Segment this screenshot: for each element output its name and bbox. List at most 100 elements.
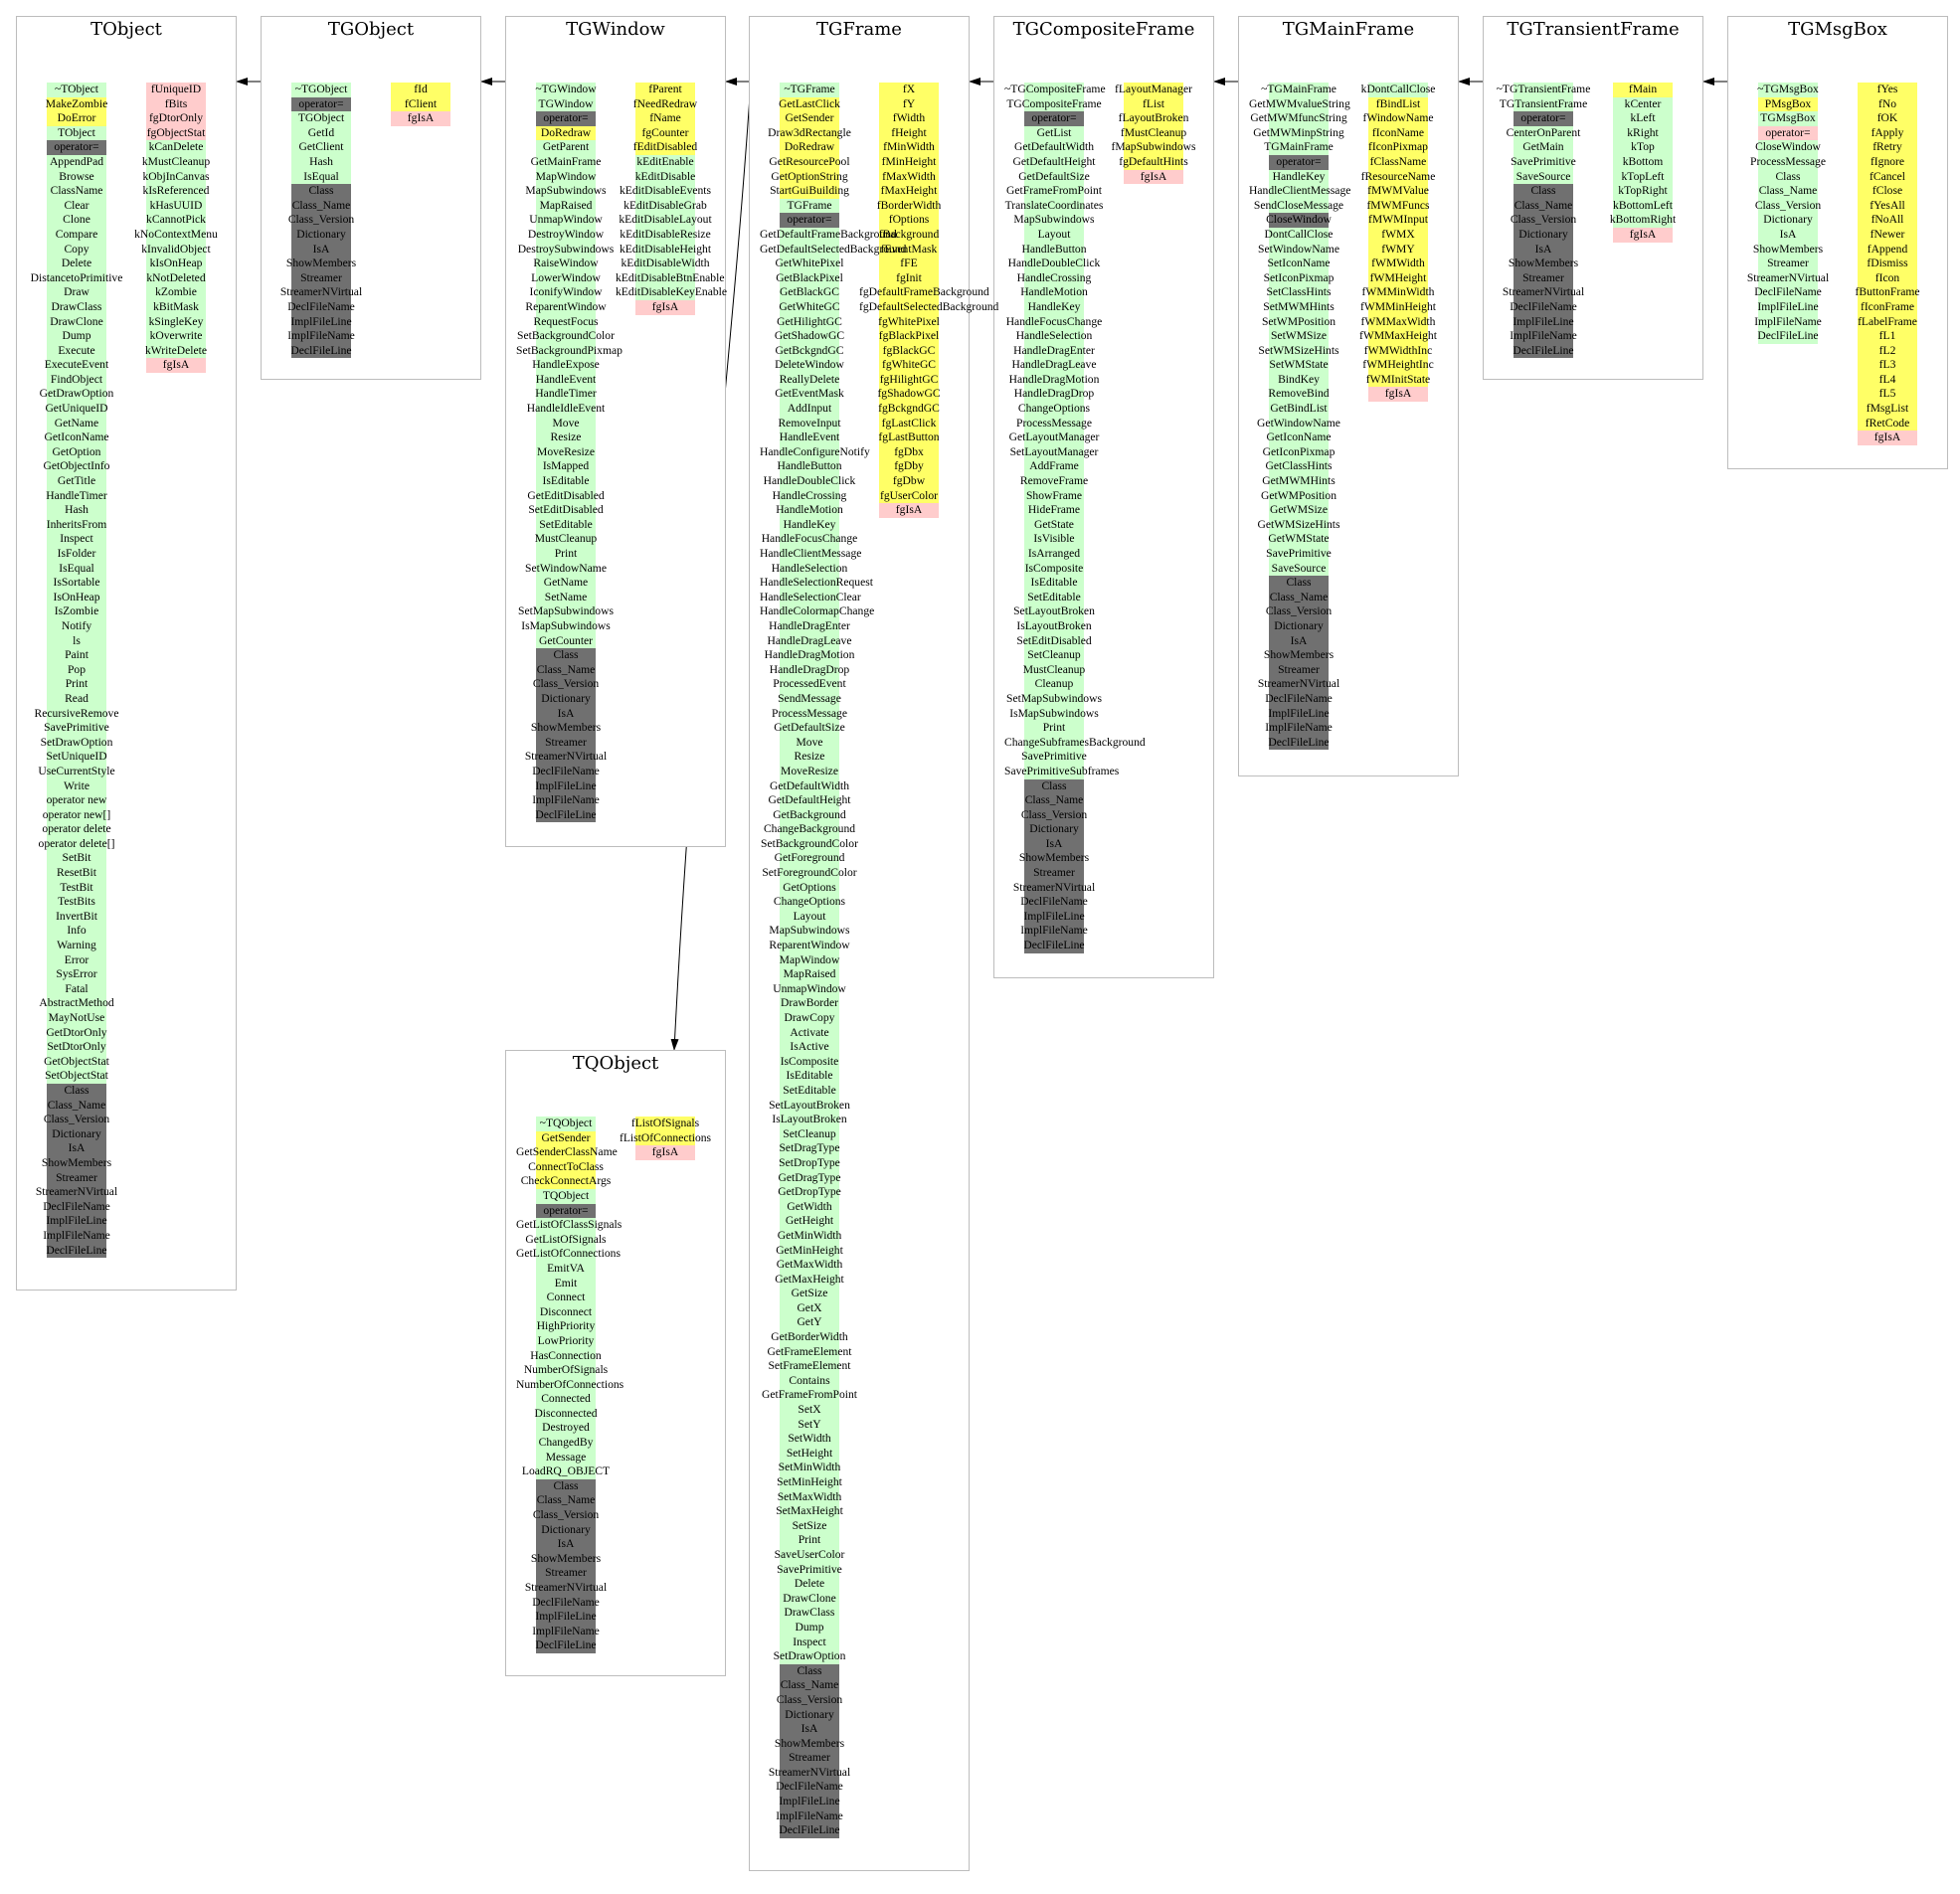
method-entry: StreamerNVirtual xyxy=(1738,270,1838,286)
method-label: DeclFileName xyxy=(776,1780,843,1794)
method-label: TGTransientFrame xyxy=(1499,96,1588,110)
method-entry: DeclFileLine xyxy=(1004,939,1104,953)
method-entry: operator= xyxy=(27,140,126,155)
method-entry: MapWindow xyxy=(516,169,616,185)
method-label: Class_Name xyxy=(47,1098,106,1112)
method-entry: SendMessage xyxy=(760,691,859,707)
member-label: fRetCode xyxy=(1865,416,1910,430)
method-label: ClassName xyxy=(50,184,103,198)
member-entry: fgDby xyxy=(859,459,959,474)
member-entry: kZombie xyxy=(126,285,226,300)
method-label: Pop xyxy=(67,662,87,676)
method-entry: IsA xyxy=(1249,633,1348,649)
method-entry: SavePrimitive xyxy=(1004,750,1104,765)
method-label: GetMinHeight xyxy=(776,1243,843,1257)
member-label: kIsReferenced xyxy=(142,184,210,198)
method-label: GetForeground xyxy=(774,851,845,865)
method-entry: GetBckgndGC xyxy=(760,343,859,359)
method-entry: HandleCrossing xyxy=(1004,270,1104,286)
member-entry: fLayoutManager xyxy=(1104,83,1203,97)
method-label: GetMWMHints xyxy=(1262,474,1336,488)
method-label: GetShadowGC xyxy=(774,329,845,343)
method-label: DeclFileName xyxy=(532,1595,600,1609)
method-entry: Message xyxy=(516,1450,616,1465)
method-label: operator= xyxy=(543,1203,589,1217)
method-label: GetObjectStat xyxy=(44,1054,109,1068)
member-label: fWidth xyxy=(892,111,926,125)
method-label: SetLayoutBroken xyxy=(769,1098,850,1112)
member-label: fL2 xyxy=(1878,343,1896,357)
method-label: IsEqual xyxy=(59,561,94,575)
member-entry: fWMWidth xyxy=(1348,257,1448,271)
members-column: fYes fNo fOK fApply fRetry fIgnore fCancel fClo… xyxy=(1838,83,1937,445)
method-label: Hash xyxy=(65,503,89,517)
method-entry: TestBit xyxy=(27,880,126,896)
method-entry: ShowMembers xyxy=(271,257,371,271)
method-label: Disconnect xyxy=(539,1304,593,1318)
method-entry: HandleEvent xyxy=(516,372,616,388)
method-entry: Pop xyxy=(27,662,126,678)
method-entry: ChangeOptions xyxy=(760,895,859,910)
method-label: ReparentWindow xyxy=(769,939,850,952)
method-label: operator= xyxy=(54,140,99,154)
method-label: Class xyxy=(64,1083,89,1097)
method-entry: SaveSource xyxy=(1249,561,1348,577)
method-entry: DrawBorder xyxy=(760,996,859,1011)
method-label: GetOption xyxy=(52,444,101,458)
method-entry: SetX xyxy=(760,1403,859,1418)
member-entry: fgIsA xyxy=(1593,227,1693,243)
method-label: GetId xyxy=(307,125,335,139)
method-label: SaveSource xyxy=(1271,561,1327,575)
method-label: IsA xyxy=(1290,633,1308,647)
class-box-tqobject: TQObject ~TQObject GetSender GetSenderClass… xyxy=(505,1050,726,1676)
method-entry: EmitVA xyxy=(516,1261,616,1277)
method-entry: Layout xyxy=(760,909,859,925)
member-label: fgBlackPixel xyxy=(878,329,940,343)
member-entry: fParent xyxy=(616,83,715,97)
method-label: GetY xyxy=(797,1315,822,1329)
method-label: Move xyxy=(796,735,823,749)
method-entry: ProcessMessage xyxy=(1004,416,1104,431)
method-entry: Class xyxy=(271,184,371,199)
member-entry: fWMMinHeight xyxy=(1348,299,1448,315)
method-label: Class xyxy=(1530,184,1556,198)
method-entry: ImplFileName xyxy=(271,329,371,344)
method-label: GetOptions xyxy=(783,880,836,894)
member-label: fY xyxy=(902,96,916,110)
members-column: kDontCallClose fBindList fWindowName fIconN… xyxy=(1348,83,1448,402)
method-entry: SetDrawOption xyxy=(27,735,126,751)
member-label: fL4 xyxy=(1878,372,1896,386)
method-entry: SetForegroundColor xyxy=(760,866,859,881)
method-entry: ImplFileLine xyxy=(1738,299,1838,315)
method-label: HandleButton xyxy=(777,459,842,473)
method-entry: HandleClientMessage xyxy=(1249,184,1350,199)
method-entry: HandleKey xyxy=(1004,299,1104,315)
member-label: fgBckgndGC xyxy=(878,402,940,416)
member-entry: fgBlackGC xyxy=(859,343,959,359)
member-label: kZombie xyxy=(155,285,197,299)
method-label: SetName xyxy=(544,590,588,603)
method-label: operator new[] xyxy=(42,807,111,821)
method-label: Class_Name xyxy=(536,662,596,676)
method-entry: GetLayoutManager xyxy=(1004,430,1104,445)
member-label: fNoAll xyxy=(1871,213,1904,227)
member-entry: kEditDisableGrab xyxy=(616,198,715,214)
member-label: fCancel xyxy=(1869,169,1906,183)
method-label: IsFolder xyxy=(57,547,96,560)
member-entry: fHeight xyxy=(859,125,959,141)
method-entry: Class_Version xyxy=(27,1113,126,1127)
method-label: Layout xyxy=(1037,227,1071,241)
method-entry: ProcessedEvent xyxy=(760,677,859,692)
member-entry: fgUserColor xyxy=(859,488,959,504)
method-entry: SetWMSizeHints xyxy=(1249,343,1348,359)
method-entry: SetWMState xyxy=(1249,358,1348,373)
method-label: ImplFileLine xyxy=(290,314,352,328)
method-entry: RemoveFrame xyxy=(1004,474,1104,489)
method-entry: MayNotUse xyxy=(27,1011,126,1026)
member-label: fgIsA xyxy=(1873,430,1901,444)
method-label: MapRaised xyxy=(783,967,836,981)
method-entry: DrawCopy xyxy=(760,1011,859,1026)
method-label: GetName xyxy=(54,416,99,430)
method-label: MapWindow xyxy=(779,952,840,966)
method-label: Cleanup xyxy=(1034,677,1074,691)
